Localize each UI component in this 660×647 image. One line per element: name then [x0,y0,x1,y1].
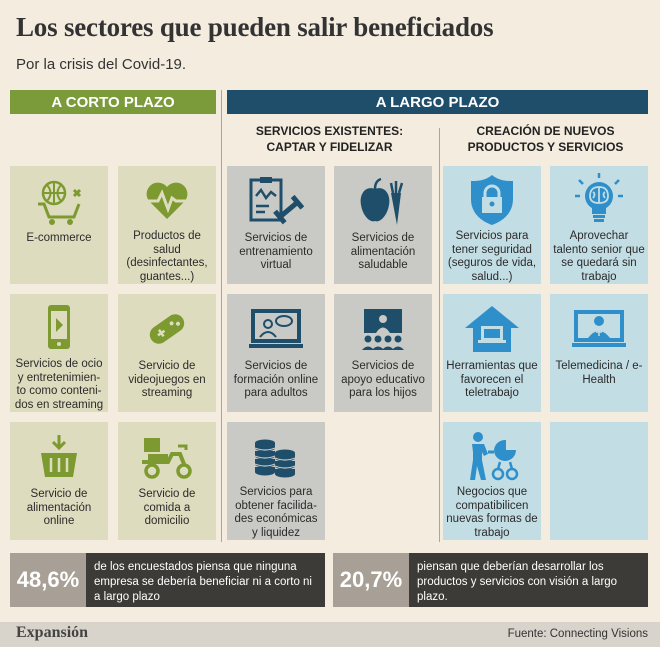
shield-lock-icon [467,170,517,230]
card-label: Servicio de videojuegos en streaming [128,360,206,399]
healthy-food-icon [357,170,409,232]
card-label: Servicio de comida a domicilio [138,488,196,527]
card-label: Aprovechar talento senior que se quedará… [553,230,645,283]
brand-logo: Expansión [16,624,89,641]
card-label: Servicios de formación online para adult… [233,360,319,399]
lightbulb-brain-icon [573,170,625,230]
card-label: Servicios de alimentación saludable [350,232,416,271]
existing-services-heading: SERVICIOS EXISTENTES: CAPTAR Y FIDELIZAR [255,124,404,154]
card-videogames: Servicio de videojuegos en streaming [118,294,216,412]
training-icon [247,170,305,232]
card-food-delivery: Servicio de comida a domicilio [118,422,216,540]
card-telework-tools: Herramientas que favorecen el teletrabaj… [443,294,541,412]
column-divider [439,128,440,542]
telemedicine-icon [570,298,628,360]
card-ecommerce: E-commerce [10,166,108,284]
card-economic-facilities: Servicios para obtener facilida-des econ… [227,422,325,540]
ecommerce-icon [34,170,84,232]
card-label: E-commerce [26,232,92,244]
card-label: Herramientas que favorecen el teletrabaj… [446,360,538,399]
stat-value: 20,7% [333,553,409,607]
card-label: Telemedicina / e-Health [555,360,643,386]
heartbeat-icon [144,170,190,230]
source-note: Fuente: Connecting Visions [507,628,648,640]
card-leisure-streaming: Servicios de ocio y entretenimien-to com… [10,294,108,412]
card-health-products: Productos de salud (desinfectantes, guan… [118,166,216,284]
gamepad-icon [142,298,192,360]
stat-no-benefit: 48,6% de los encuestados piensa que ning… [10,553,325,607]
card-label: Servicios de apoyo educativo para los hi… [341,360,425,399]
card-security-insurance: Servicios para tener seguridad (seguros … [443,166,541,284]
stat-text: de los encuestados piensa que ninguna em… [86,553,325,607]
card-child-education-support: Servicios de apoyo educativo para los hi… [334,294,432,412]
card-new-work-forms: Negocios que compatibilicen nuevas forma… [443,422,541,540]
card-label: Servicios de entrenamiento virtual [239,232,313,271]
page-subtitle: Por la crisis del Covid-19. [16,56,187,73]
short-term-heading: A CORTO PLAZO [10,90,216,114]
delivery-scooter-icon [138,426,196,488]
card-senior-talent: Aprovechar talento senior que se quedará… [550,166,648,284]
coins-icon [247,426,305,486]
stat-value: 48,6% [10,553,86,607]
card-online-groceries: Servicio de alimentación online [10,422,108,540]
card-label: Servicio de alimentación online [26,488,92,527]
mother-stroller-icon [464,426,520,486]
card-adult-online-training: Servicios de formación online para adult… [227,294,325,412]
online-training-icon [247,298,305,360]
page-title: Los sectores que pueden salir beneficiad… [16,12,494,42]
home-laptop-icon [463,298,521,360]
classroom-icon [358,298,408,360]
long-term-heading: A LARGO PLAZO [227,90,648,114]
card-label: Servicios para tener seguridad (seguros … [447,230,537,283]
new-products-heading: CREACIÓN DE NUEVOS PRODUCTOS Y SERVICIOS [467,124,624,154]
column-divider [221,90,222,542]
card-healthy-food: Servicios de alimentación saludable [334,166,432,284]
card-telemedicine: Telemedicina / e-Health [550,294,648,412]
card-label: Servicios para obtener facilida-des econ… [234,486,318,539]
shopping-basket-icon [37,426,81,488]
empty-card [550,422,648,540]
footer-bar [0,622,660,647]
card-label: Servicios de ocio y entretenimien-to com… [14,358,104,411]
card-label: Negocios que compatibilicen nuevas forma… [446,486,538,539]
card-label: Productos de salud (desinfectantes, guan… [126,230,208,283]
play-phone-icon [41,298,77,358]
stat-long-term-vision: 20,7% piensan que deberían desarrollar l… [333,553,648,607]
stat-text: piensan que deberían desarrollar los pro… [409,553,648,607]
card-virtual-training: Servicios de entrenamiento virtual [227,166,325,284]
